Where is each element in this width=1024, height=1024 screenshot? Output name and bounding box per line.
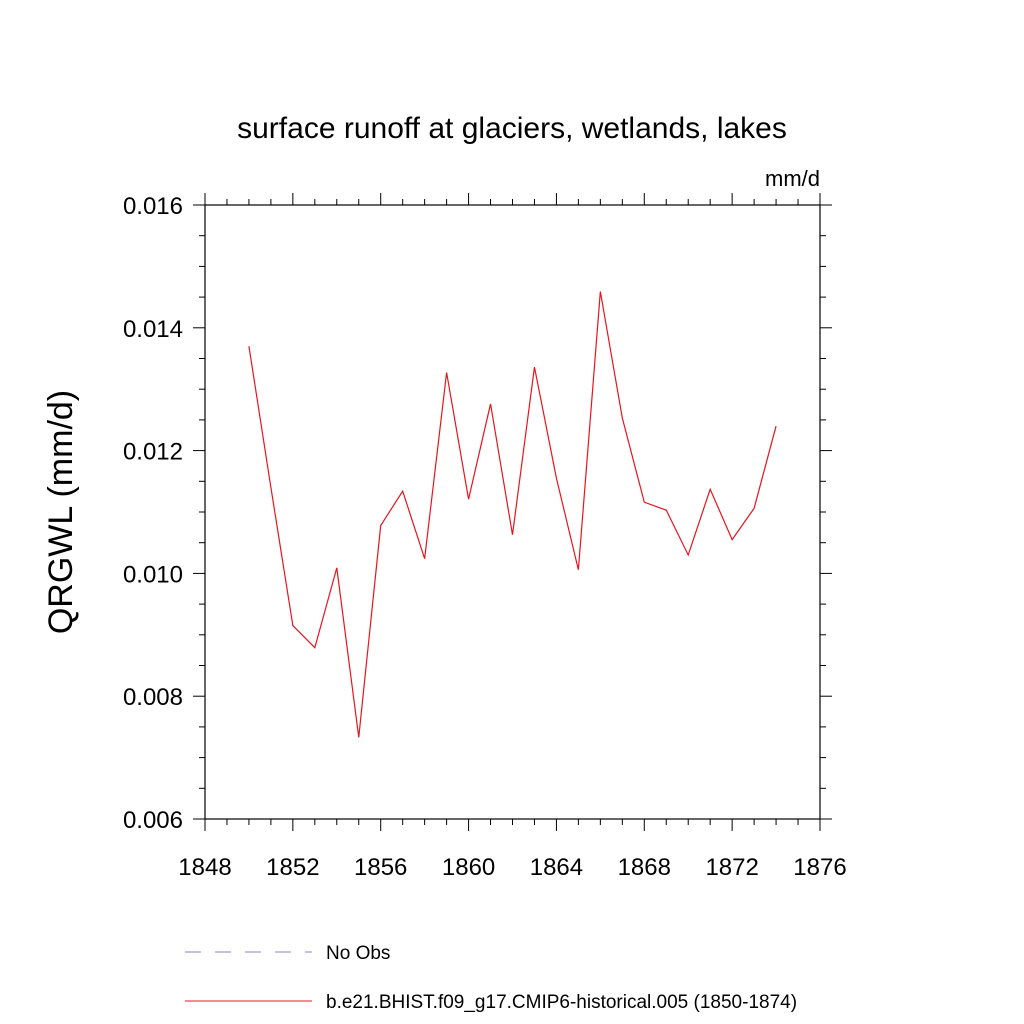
x-tick-label: 1868 bbox=[618, 854, 671, 881]
chart-title: surface runoff at glaciers, wetlands, la… bbox=[237, 112, 787, 145]
x-tick-label: 1860 bbox=[442, 854, 495, 881]
x-tick-label: 1864 bbox=[530, 854, 583, 881]
plot-frame bbox=[204, 204, 821, 820]
x-tick-label: 1852 bbox=[266, 854, 319, 881]
y-tick-label: 0.014 bbox=[123, 316, 183, 343]
x-tick-label: 1876 bbox=[793, 854, 846, 881]
x-tick-label: 1848 bbox=[178, 854, 231, 881]
y-tick-label: 0.016 bbox=[123, 193, 183, 220]
series-layer bbox=[248, 291, 777, 738]
legend-label: b.e21.BHIST.f09_g17.CMIP6-historical.005… bbox=[326, 992, 797, 1013]
legend-label: No Obs bbox=[326, 943, 390, 964]
units-label: mm/d bbox=[765, 166, 820, 191]
series-line bbox=[248, 291, 777, 738]
y-tick-label: 0.006 bbox=[123, 807, 183, 834]
y-tick-label: 0.008 bbox=[123, 684, 183, 711]
y-tick-label: 0.012 bbox=[123, 439, 183, 466]
y-axis-label: QRGWL (mm/d) bbox=[42, 390, 80, 634]
y-tick-label: 0.010 bbox=[123, 561, 183, 588]
x-tick-label: 1872 bbox=[705, 854, 758, 881]
legend: No Obs b.e21.BHIST.f09_g17.CMIP6-historic… bbox=[185, 943, 797, 1013]
x-tick-label: 1856 bbox=[354, 854, 407, 881]
plot-axes: 1848 1852 1856 1860 1864 1868 1872 1876 0.006 0.0… bbox=[123, 193, 847, 881]
